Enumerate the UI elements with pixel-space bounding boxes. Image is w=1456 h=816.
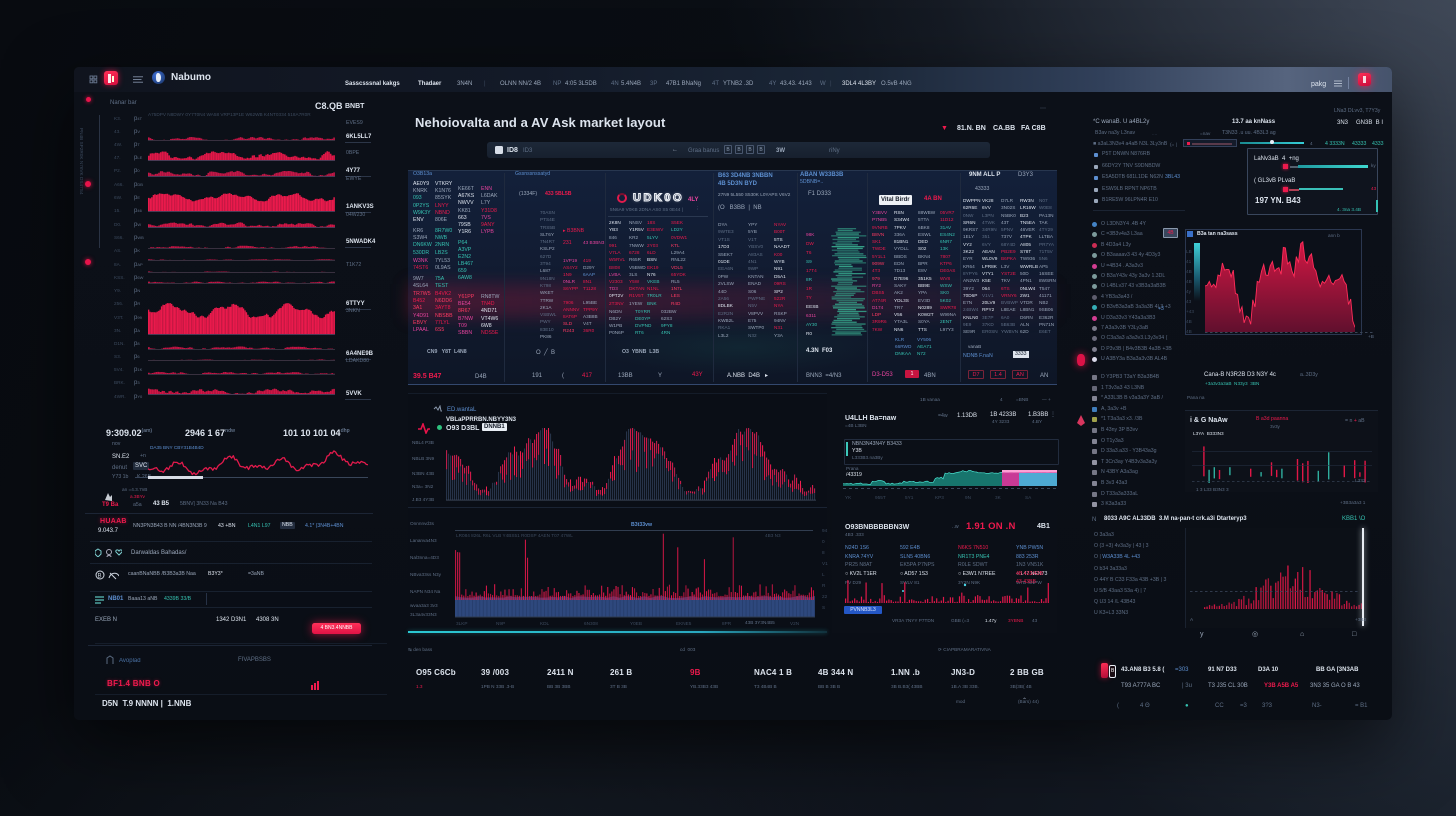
svg-text:B: B [98,574,102,580]
